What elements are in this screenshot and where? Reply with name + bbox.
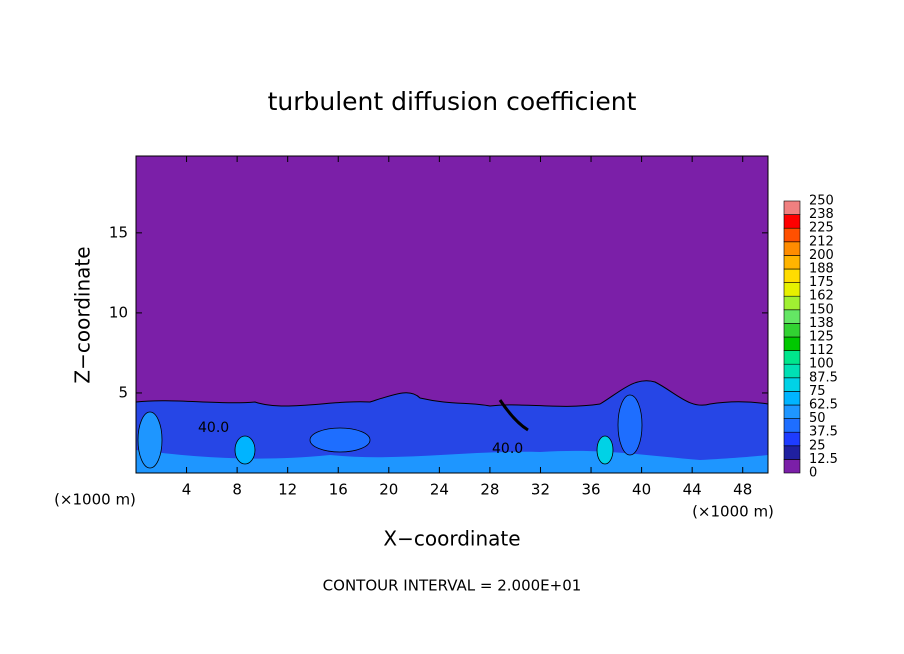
x-tick-label: 8 <box>232 481 242 499</box>
colorbar-box <box>783 431 801 447</box>
colorbar-box <box>783 391 801 406</box>
colorbar-box <box>783 336 801 351</box>
colorbar-label: 62.5 <box>809 398 838 413</box>
colorbar-label: 250 <box>809 194 834 209</box>
colorbar-box <box>783 404 801 419</box>
colorbar-label: 100 <box>809 357 834 372</box>
colorbar-label: 138 <box>809 316 834 331</box>
colorbar-label: 188 <box>809 262 834 277</box>
x-tick-label: 24 <box>430 481 449 499</box>
note: CONTOUR INTERVAL = 2.000E+01 <box>323 577 582 595</box>
chart-title: turbulent diffusion coefficient <box>268 87 637 116</box>
colorbar-box <box>783 214 801 229</box>
colorbar-box <box>783 227 801 243</box>
contour-line <box>498 399 529 432</box>
y-tick-label: 10 <box>109 303 128 321</box>
colorbar-box <box>783 295 801 311</box>
colorbar-label: 25 <box>809 438 826 453</box>
colorbar-label: 112 <box>809 343 834 358</box>
x-tick-label: 12 <box>278 481 297 499</box>
colorbar-label: 175 <box>809 275 834 290</box>
colorbar-label: 125 <box>809 330 834 345</box>
y-tick-label: 5 <box>118 383 128 401</box>
colorbar-box <box>783 323 801 338</box>
x-tick-label: 28 <box>480 481 499 499</box>
x-tick-label: 4 <box>182 481 192 499</box>
colorbar-box <box>783 459 801 474</box>
colorbar-box <box>783 282 801 297</box>
colorbar-label: 0 <box>809 466 817 481</box>
colorbar-label: 212 <box>809 234 834 249</box>
colorbar-box <box>783 241 801 256</box>
field <box>135 156 769 474</box>
colorbar-label: 225 <box>809 221 834 236</box>
colorbar-box <box>783 377 801 392</box>
x-axis-label: X−coordinate <box>383 527 520 551</box>
colorbar-label: 75 <box>809 384 826 399</box>
y-tick-label: 15 <box>109 223 128 241</box>
colorbar-box <box>783 268 801 283</box>
x-tick-label: 48 <box>733 481 752 499</box>
x-tick-label: 32 <box>531 481 550 499</box>
colorbar-label: 87.5 <box>809 370 838 385</box>
colorbar-box <box>783 445 801 460</box>
colorbar-label: 12.5 <box>809 452 838 467</box>
colorbar-label: 162 <box>809 289 834 304</box>
field-region <box>137 411 163 469</box>
contour-label: 40.0 <box>198 420 229 436</box>
field-region <box>234 435 256 465</box>
plot-frame <box>135 155 769 474</box>
contour-label: 40.0 <box>492 441 523 457</box>
x-tick-label: 36 <box>581 481 600 499</box>
field-region <box>309 427 371 453</box>
x-tick-label: 20 <box>379 481 398 499</box>
colorbar-box <box>783 350 801 365</box>
colorbar-box <box>783 418 801 433</box>
y-axis-label: Z−coordinate <box>71 246 95 383</box>
colorbar-label: 200 <box>809 248 834 263</box>
x-tick-label: 16 <box>329 481 348 499</box>
field-region <box>617 394 643 456</box>
colorbar-box <box>783 309 801 324</box>
x-unit-label: (×1000 m) <box>692 503 774 521</box>
colorbar-label: 150 <box>809 302 834 317</box>
colorbar-label: 37.5 <box>809 425 838 440</box>
x-tick-label: 44 <box>683 481 702 499</box>
colorbar-label: 238 <box>809 207 834 222</box>
colorbar-box <box>783 363 801 379</box>
field-region <box>596 435 614 465</box>
colorbar-box <box>783 255 801 270</box>
colorbar-box <box>783 200 801 215</box>
x-unit-label: (×1000 m) <box>54 491 136 509</box>
colorbar-label: 50 <box>809 411 826 426</box>
x-tick-label: 40 <box>632 481 651 499</box>
